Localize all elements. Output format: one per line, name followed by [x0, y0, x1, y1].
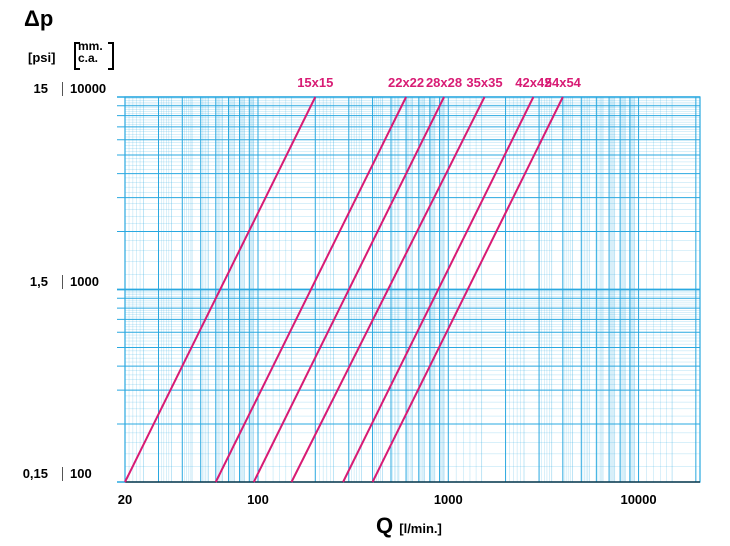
series-line-28x28: [252, 96, 445, 483]
y-unit-bracket: [74, 42, 80, 70]
x-tick-label: 1000: [434, 492, 463, 507]
y-axis-title: Δp: [24, 6, 54, 31]
y-tick-label-mm: 10000: [70, 81, 107, 96]
series-label-28x28: 28x28: [426, 75, 462, 90]
x-tick-labels: 20 100 1000 10000: [118, 492, 657, 507]
series-line-22x22: [214, 96, 407, 483]
x-axis-title: Q [l/min.]: [376, 513, 442, 538]
series-label-15x15: 15x15: [297, 75, 333, 90]
y-tick-separator: [62, 82, 63, 96]
y-tick-label-mm: 100: [70, 466, 92, 481]
y-tick-label-mm: 1000: [70, 273, 99, 289]
y-tick-label-psi: 15: [33, 81, 48, 96]
series-label-22x22: 22x22: [388, 75, 424, 90]
y-unit-bracket-right: [108, 42, 114, 70]
y-tick-label-psi: 0,15: [22, 466, 48, 481]
x-axis-unit: [l/min.]: [399, 521, 442, 536]
series-line-42x42: [342, 96, 535, 483]
y-unit-mm: mm. c.a.: [78, 39, 103, 65]
x-tick-label: 10000: [620, 492, 656, 507]
y-tick-separator: [62, 467, 63, 481]
y-unit-psi: [psi]: [28, 50, 56, 65]
series-label-54x54: 54x54: [545, 75, 582, 90]
major-grid: [117, 96, 701, 483]
x-tick-label: 100: [247, 492, 269, 507]
series-line-54x54: [371, 96, 564, 483]
series-line-35x35: [290, 96, 486, 483]
series-lines: [124, 96, 564, 483]
x-tick-label: 20: [118, 492, 132, 507]
y-tick-separator: [62, 274, 63, 289]
series-label-42x42: 42x42: [515, 75, 551, 90]
series-line-15x15: [124, 96, 317, 483]
y-tick-label-psi: 1,5: [29, 273, 48, 289]
series-label-35x35: 35x35: [466, 75, 502, 90]
